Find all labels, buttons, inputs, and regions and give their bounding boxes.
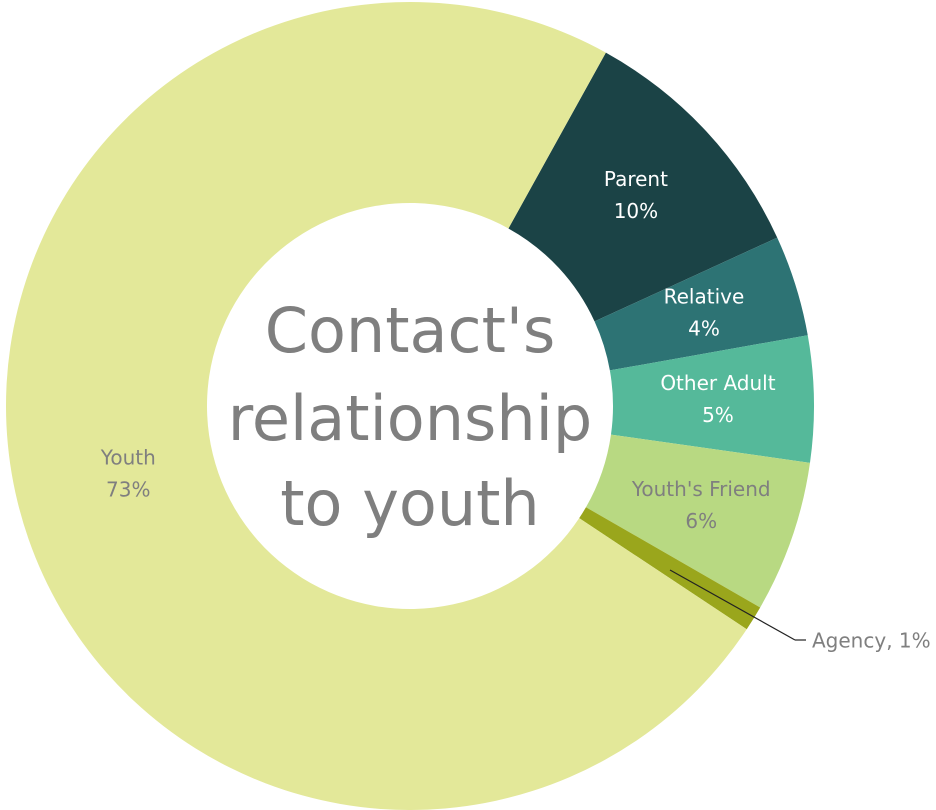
data-label: Agency, 1% (812, 629, 931, 653)
category-label: Youth's Friend (631, 477, 771, 501)
slice: Youth (6, 2, 747, 810)
title-line: Contact's (265, 294, 556, 367)
slice: Parent (508, 52, 778, 322)
slice: Youth's Friend (585, 434, 810, 608)
title-line: relationship (228, 382, 592, 455)
slices: Parent Relative Other Adult Youth's Friend A… (6, 2, 815, 810)
data-label: 6% (685, 509, 717, 533)
data-label: 4% (688, 317, 720, 341)
category-label: Other Adult (660, 371, 775, 395)
slice: Agency (579, 507, 761, 630)
data-label: 10% (614, 199, 658, 223)
slice: Relative (594, 237, 808, 371)
data-label: 5% (702, 403, 734, 427)
center-title: Contact's relationship to youth (228, 294, 592, 540)
slice: Other Adult (609, 335, 815, 463)
title-line: to youth (280, 467, 539, 540)
leader-line (669, 569, 796, 641)
category-label: Parent (604, 167, 668, 191)
data-label: 73% (106, 477, 150, 501)
category-label: Youth (100, 445, 156, 469)
category-label: Relative (664, 285, 745, 309)
labels: Parent 10% Relative 4% Other Adult 5% Youth's … (100, 167, 931, 652)
